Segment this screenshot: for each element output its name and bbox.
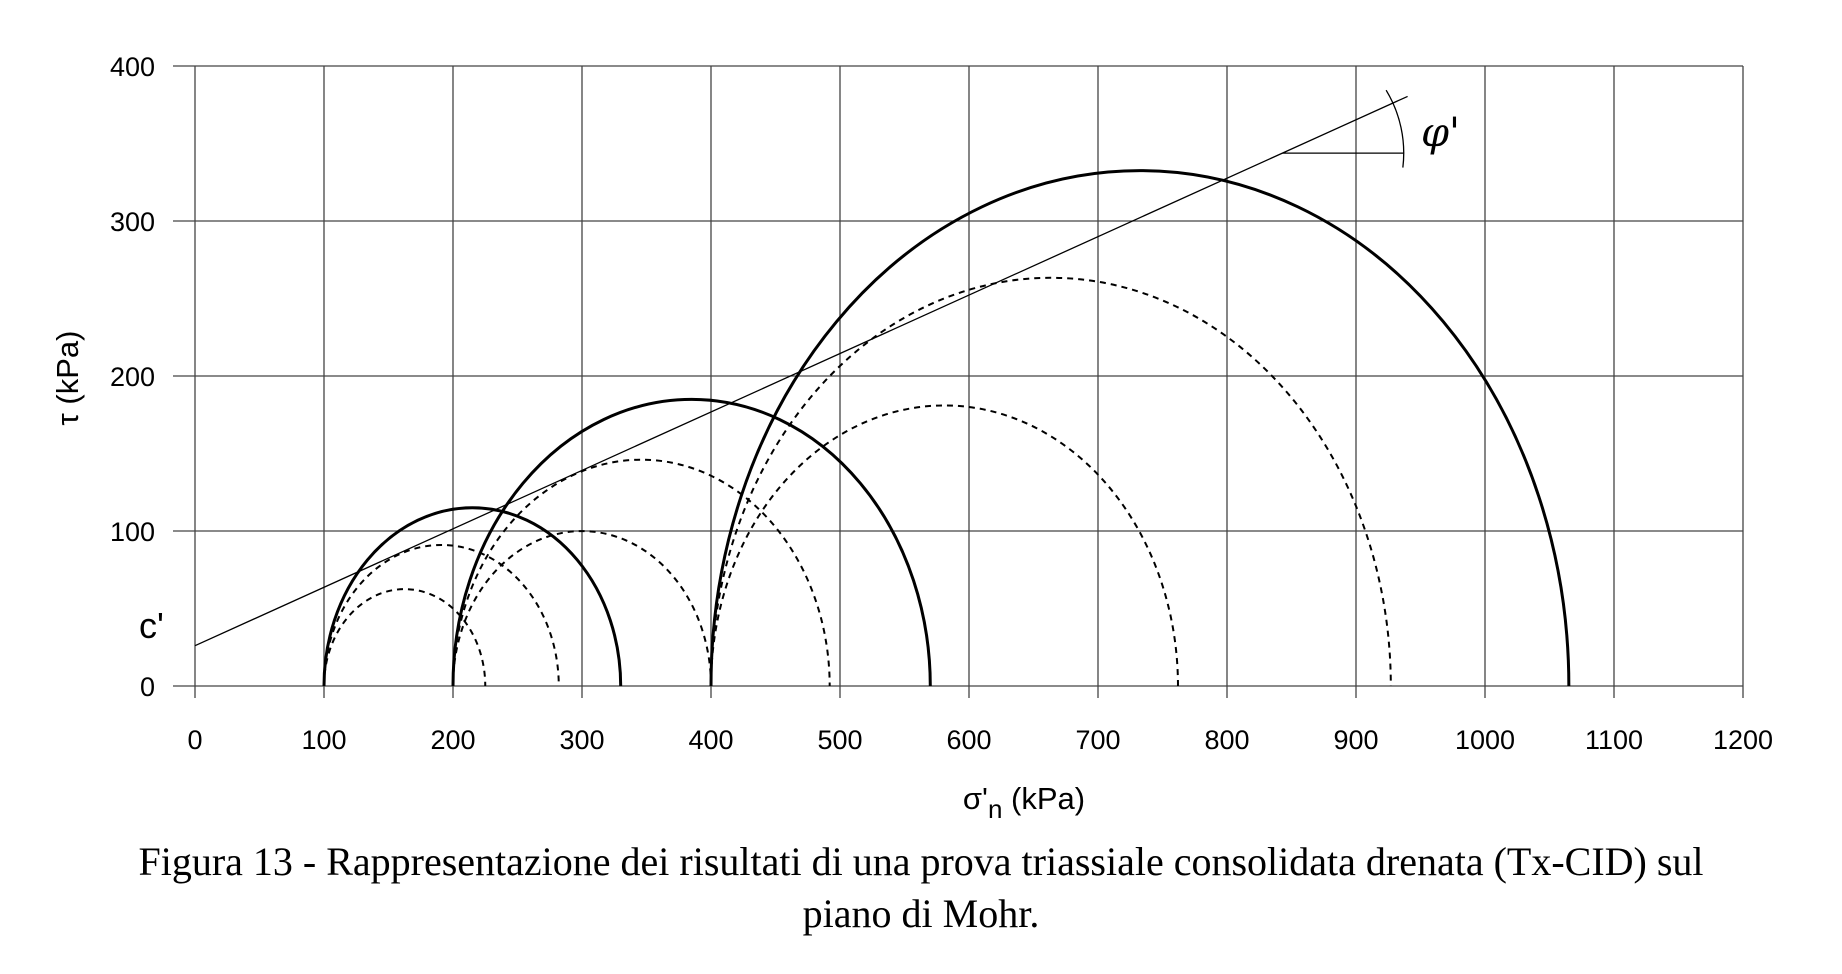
x-axis-title: σ'n (kPa) — [963, 781, 1085, 824]
failure-mohr-circle — [322, 506, 623, 687]
x-tick-label: 800 — [1204, 725, 1249, 755]
x-tick-label: 400 — [688, 725, 733, 755]
mohr-circles — [322, 169, 1571, 687]
y-tick-label: 200 — [110, 362, 155, 392]
chart-canvas: 0 100 200 300 400 500 600 700 800 900 1000 1100 1200… — [50, 52, 1773, 824]
x-tick-label: 700 — [1075, 725, 1120, 755]
x-tick-label: 1200 — [1713, 725, 1773, 755]
intermediate-mohr-circle — [452, 458, 831, 687]
y-tick-label: 0 — [140, 672, 155, 702]
intermediate-mohr-circle — [710, 404, 1179, 687]
x-tick-label: 500 — [817, 725, 862, 755]
phi-angle-arc — [1385, 89, 1405, 168]
x-tick-label: 1000 — [1455, 725, 1515, 755]
y-tick-label: 100 — [110, 517, 155, 547]
intermediate-mohr-circle — [452, 530, 712, 687]
intermediate-mohr-circle — [710, 276, 1392, 687]
x-tick-label: 1100 — [1585, 725, 1643, 755]
failure-mohr-circle — [451, 397, 932, 687]
x-tick-label: 900 — [1333, 725, 1378, 755]
failure-envelope — [194, 89, 1408, 647]
mohr-chart: 0 100 200 300 400 500 600 700 800 900 1000 1100 1200… — [50, 52, 1773, 824]
tick-labels: 0 100 200 300 400 500 600 700 800 900 1000 1100 1200… — [110, 52, 1773, 755]
failure-mohr-circle — [709, 169, 1571, 687]
cohesion-label: c' — [139, 605, 164, 646]
intermediate-mohr-circle — [323, 588, 487, 687]
y-tick-label: 300 — [110, 207, 155, 237]
envelope-line — [194, 95, 1408, 647]
y-axis-title: τ (kPa) — [50, 331, 85, 426]
x-axis-title-unit: (kPa) — [1002, 781, 1085, 816]
x-tick-label: 600 — [946, 725, 991, 755]
friction-angle-label: φ' — [1421, 110, 1460, 156]
x-axis-title-main: σ' — [963, 781, 988, 816]
x-tick-label: 0 — [187, 725, 202, 755]
caption-line-2: piano di Mohr. — [802, 891, 1040, 936]
x-tick-label: 300 — [559, 725, 604, 755]
caption-line-1: Figura 13 - Rappresentazione dei risulta… — [138, 839, 1704, 884]
intermediate-mohr-circle — [323, 544, 560, 687]
x-tick-label: 100 — [301, 725, 346, 755]
grid — [173, 65, 1744, 698]
y-tick-label: 400 — [110, 52, 155, 82]
figure-caption: Figura 13 - Rappresentazione dei risulta… — [0, 836, 1842, 940]
x-tick-label: 200 — [430, 725, 475, 755]
x-axis-title-subscript: n — [988, 794, 1002, 824]
